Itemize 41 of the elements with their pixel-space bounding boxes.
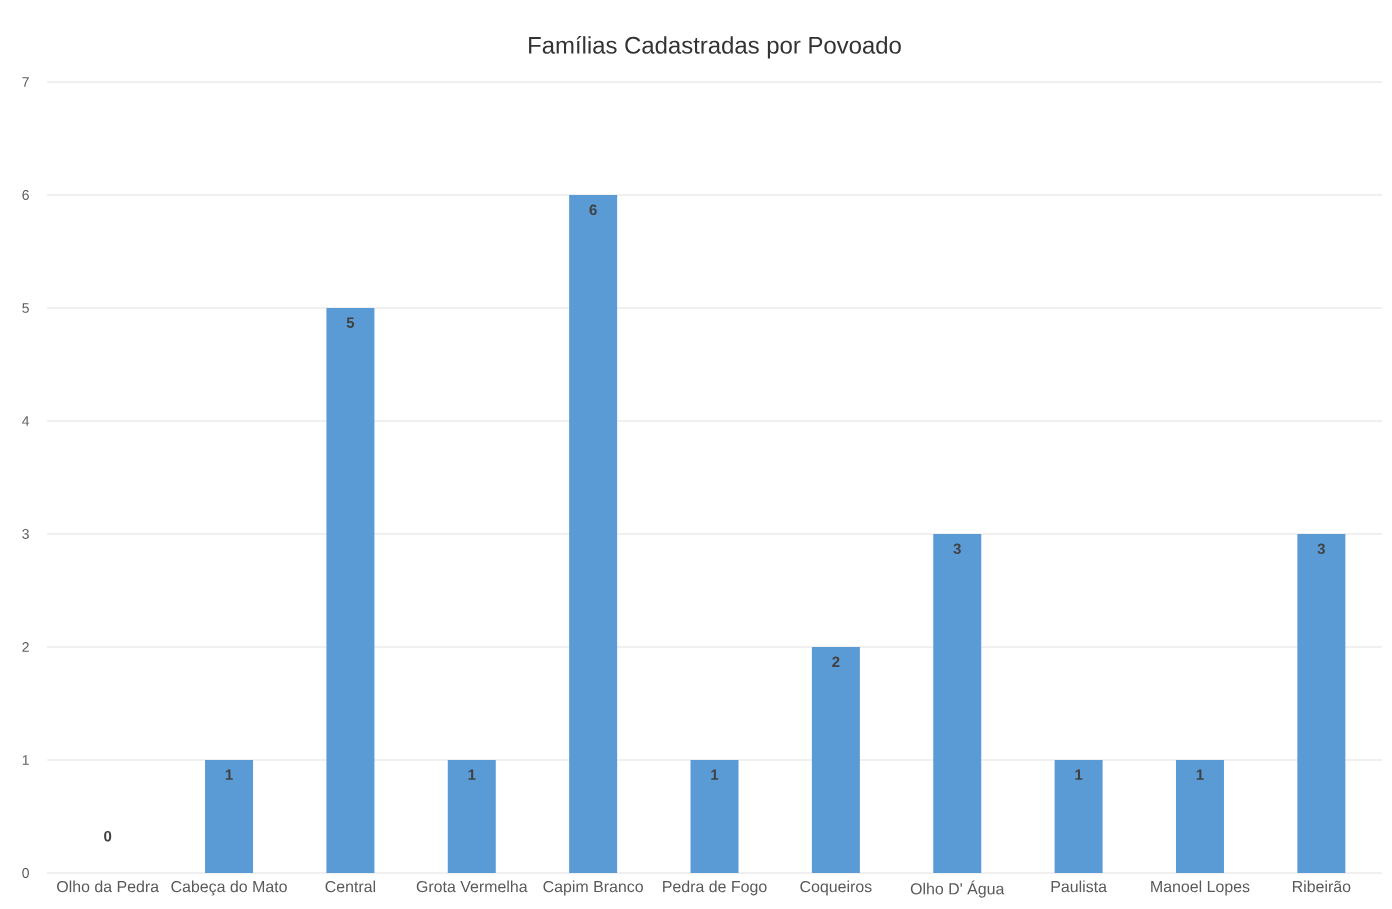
x-tick-label: Coqueiros xyxy=(800,880,872,896)
y-tick-label: 4 xyxy=(22,416,30,426)
y-tick-label: 5 xyxy=(22,303,29,313)
x-tick-label: Grota Vermelha xyxy=(416,880,528,893)
x-tick-label: Paulista xyxy=(1051,880,1107,893)
y-tick-label: 0 xyxy=(22,868,29,878)
data-label: 2 xyxy=(832,656,840,667)
y-tick-label: 1 xyxy=(22,755,29,765)
x-tick-label: Manoel Lopes xyxy=(1151,880,1250,896)
data-label: 1 xyxy=(1075,769,1083,780)
bar xyxy=(933,533,982,873)
bar xyxy=(569,194,618,873)
bar xyxy=(205,760,254,873)
x-tick-label: Olho da Pedra xyxy=(57,880,160,893)
data-label: 6 xyxy=(589,204,597,216)
x-tick-label: Olho D' Água xyxy=(910,880,1005,898)
x-tick-label: Cabeça do Mato xyxy=(171,880,287,896)
bar xyxy=(1297,533,1346,873)
y-tick-label: 3 xyxy=(22,529,29,539)
data-label: 1 xyxy=(468,769,476,780)
x-tick-label: Capim Branco xyxy=(543,880,643,896)
y-tick-label: 7 xyxy=(22,77,29,87)
bar xyxy=(1175,760,1224,873)
bar xyxy=(1054,760,1103,873)
data-label: 1 xyxy=(225,769,233,780)
chart-title: Famílias Cadastradas por Povoado xyxy=(529,35,901,59)
data-label: 1 xyxy=(1196,769,1204,780)
x-tick-label: Central xyxy=(325,880,376,893)
bar xyxy=(690,760,739,873)
y-tick-label: 6 xyxy=(22,190,29,200)
x-tick-label: Ribeirão xyxy=(1292,880,1351,893)
data-label: 1 xyxy=(711,769,719,780)
data-label: 0 xyxy=(104,830,112,842)
y-tick-label: 2 xyxy=(22,642,29,652)
bar xyxy=(326,307,375,873)
bar xyxy=(447,760,496,873)
data-label: 5 xyxy=(346,317,355,328)
data-label: 3 xyxy=(953,543,961,555)
bar xyxy=(811,647,860,873)
data-label: 3 xyxy=(1317,543,1325,555)
x-tick-label: Pedra de Fogo xyxy=(663,880,767,896)
